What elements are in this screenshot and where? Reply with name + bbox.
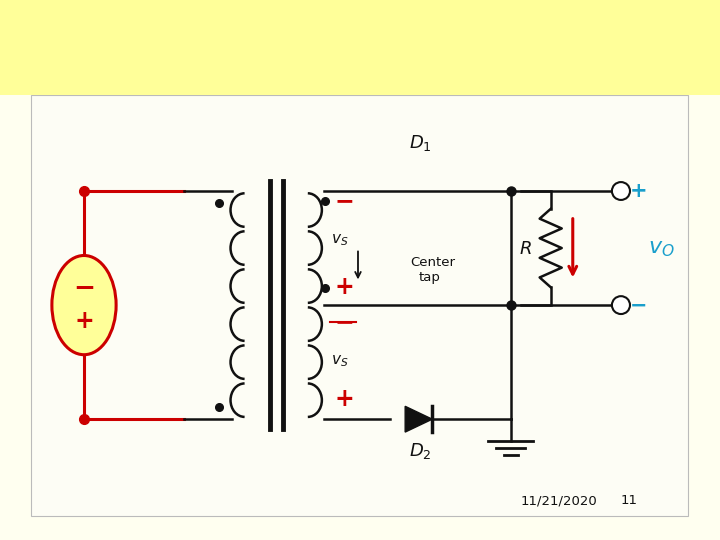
Text: R: R — [519, 240, 532, 258]
Text: negative: negative — [457, 20, 560, 40]
Text: ,: , — [530, 20, 544, 40]
Text: blocks: blocks — [405, 68, 477, 87]
Text: +: + — [630, 181, 648, 201]
Ellipse shape — [52, 255, 116, 355]
FancyBboxPatch shape — [31, 95, 688, 516]
Circle shape — [612, 296, 630, 314]
Text: $D_2$: $D_2$ — [409, 441, 431, 461]
Text: when instantaneous source voltage is: when instantaneous source voltage is — [150, 20, 552, 40]
Text: D: D — [384, 68, 400, 87]
Text: 1: 1 — [392, 85, 400, 99]
Polygon shape — [405, 406, 432, 432]
Text: $v_S$: $v_S$ — [331, 233, 348, 248]
Text: $v_O$: $v_O$ — [648, 239, 675, 259]
Text: $v_S$: $v_S$ — [331, 354, 348, 369]
Text: D: D — [546, 20, 562, 40]
Text: tap: tap — [418, 271, 440, 284]
Text: −: − — [73, 276, 95, 302]
Text: +: + — [334, 387, 354, 411]
Text: conducts while: conducts while — [259, 68, 422, 87]
Text: $D_1$: $D_1$ — [409, 133, 431, 153]
Text: Center: Center — [410, 256, 455, 269]
Text: −: − — [334, 310, 354, 334]
Text: 11: 11 — [621, 494, 638, 507]
Text: 11/21/2020: 11/21/2020 — [521, 494, 598, 507]
Text: 2: 2 — [555, 37, 564, 51]
Text: +: + — [334, 275, 354, 299]
Text: −: − — [334, 189, 354, 213]
Text: −: − — [630, 295, 648, 315]
Text: +: + — [74, 309, 94, 333]
Circle shape — [612, 182, 630, 200]
